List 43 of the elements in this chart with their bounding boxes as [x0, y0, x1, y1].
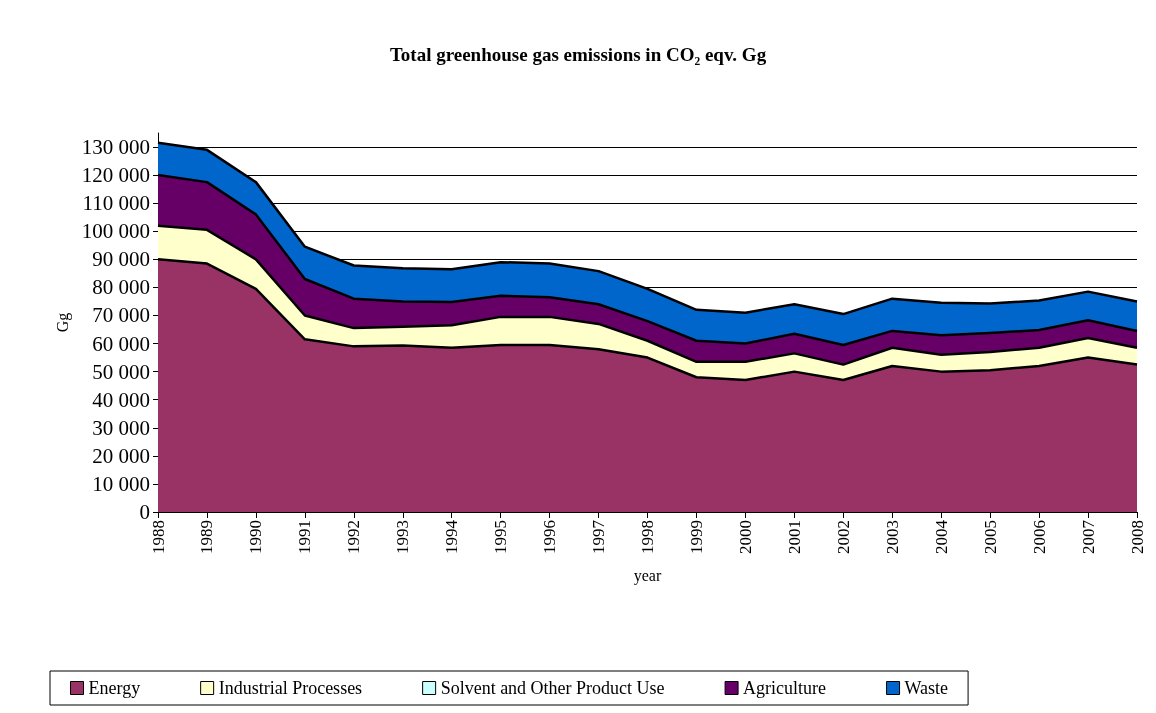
- y-axis-title: Gg: [54, 312, 73, 333]
- x-tick-label: 2001: [784, 520, 804, 554]
- y-tick-label: 0: [139, 500, 150, 524]
- x-tick-label: 1994: [442, 519, 462, 554]
- y-tick-label: 130 000: [81, 135, 150, 160]
- legend-label: Industrial Processes: [218, 678, 363, 698]
- y-tick-label: 90 000: [92, 247, 150, 272]
- x-tick-label: 1999: [686, 520, 706, 554]
- y-tick-label: 40 000: [92, 387, 150, 412]
- x-tick-label: 2005: [980, 520, 1000, 554]
- x-tick-label: 2002: [833, 520, 853, 554]
- x-tick-label: 1990: [246, 520, 266, 554]
- x-tick-label: 2008: [1127, 520, 1147, 554]
- y-tick-label: 110 000: [82, 191, 150, 216]
- y-tick-label: 50 000: [92, 359, 150, 384]
- x-tick-label: 1995: [491, 520, 511, 554]
- x-tick-label: 2004: [931, 519, 951, 554]
- x-tick-label: 1993: [393, 520, 413, 554]
- x-tick-label: 1991: [295, 520, 315, 554]
- y-tick-label: 30 000: [92, 415, 150, 440]
- x-axis-title: year: [633, 566, 662, 585]
- legend-label: Energy: [88, 678, 141, 698]
- legend-label: Agriculture: [743, 678, 827, 698]
- x-tick-label: 1998: [638, 520, 657, 554]
- y-tick-label: 10 000: [92, 471, 150, 496]
- x-tick-label: 1989: [197, 520, 217, 554]
- y-tick-label: 100 000: [81, 219, 150, 244]
- x-tick-label: 2006: [1029, 520, 1049, 554]
- chart-title: Total greenhouse gas emissions in CO₂ eqv. Gg: [389, 44, 767, 65]
- y-tick-label: 120 000: [81, 163, 150, 188]
- x-tick-label: 1997: [589, 519, 609, 554]
- y-tick-label: 80 000: [92, 275, 150, 300]
- x-tick-label: 1992: [344, 520, 364, 554]
- y-tick-label: 20 000: [92, 443, 150, 468]
- legend-label: Waste: [904, 678, 949, 698]
- x-tick-label: 2003: [882, 520, 902, 554]
- x-tick-label: 1988: [148, 520, 168, 554]
- x-tick-label: 2000: [735, 520, 755, 554]
- y-tick-label: 70 000: [92, 303, 150, 328]
- y-tick-label: 60 000: [92, 331, 150, 356]
- x-tick-label: 2007: [1078, 519, 1098, 554]
- legend-label: Solvent and Other Product Use: [440, 678, 665, 698]
- x-tick-label: 1996: [540, 520, 560, 554]
